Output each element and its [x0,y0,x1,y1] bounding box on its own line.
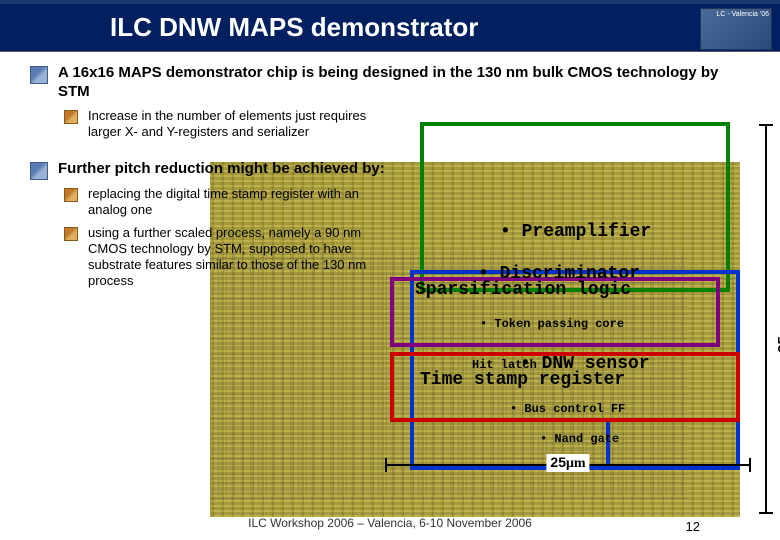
bullet-2-text: Further pitch reduction might be achieve… [58,160,385,179]
dimension-vertical-label: 25 μm [775,311,780,353]
dim-h-unit: μm [566,456,586,471]
bullet-main-icon [30,162,48,180]
legend-nand: • Nand gate [540,432,619,446]
slide-title: ILC DNW MAPS demonstrator [110,12,478,43]
legend-token: • Token passing core [480,317,624,331]
title-bar: ILC DNW MAPS demonstrator LC - Valencia … [0,0,780,52]
dimension-horizontal-label: 25μm [546,454,589,472]
dimension-horizontal: 25μm [385,456,751,474]
conference-logo: LC - Valencia '06 [700,8,772,50]
legend-preamplifier: • Preamplifier [500,222,651,242]
bullet-sub-icon [64,188,78,202]
legend-sparsification: Sparsification logic [415,280,631,300]
dim-h-value: 25 [550,454,566,470]
bullet-1-text: A 16x16 MAPS demonstrator chip is being … [58,64,750,102]
bullet-1: A 16x16 MAPS demonstrator chip is being … [30,64,750,102]
dim-v-value: 25 [775,332,780,353]
bullet-2a-text: replacing the digital time stamp registe… [88,186,390,219]
legend-bus-control: • Bus control FF [510,402,625,416]
bullet-2b: using a further scaled process, namely a… [30,225,390,290]
legend-timestamp-register: Time stamp register [420,370,625,390]
bullet-2b-text: using a further scaled process, namely a… [88,225,390,290]
dim-v-unit: μm [776,311,780,332]
slide-body: A 16x16 MAPS demonstrator chip is being … [0,52,780,510]
footer-text: ILC Workshop 2006 – Valencia, 6-10 Novem… [248,516,532,530]
logo-text: LC - Valencia '06 [716,11,769,18]
bullet-main-icon [30,66,48,84]
page-number: 12 [686,519,700,534]
bullet-1a-text: Increase in the number of elements just … [88,108,390,141]
bullet-2: Further pitch reduction might be achieve… [30,160,390,180]
bullet-1a: Increase in the number of elements just … [30,108,390,141]
bullet-2a: replacing the digital time stamp registe… [30,186,390,219]
bullet-sub-icon [64,110,78,124]
bullet-sub-icon [64,227,78,241]
